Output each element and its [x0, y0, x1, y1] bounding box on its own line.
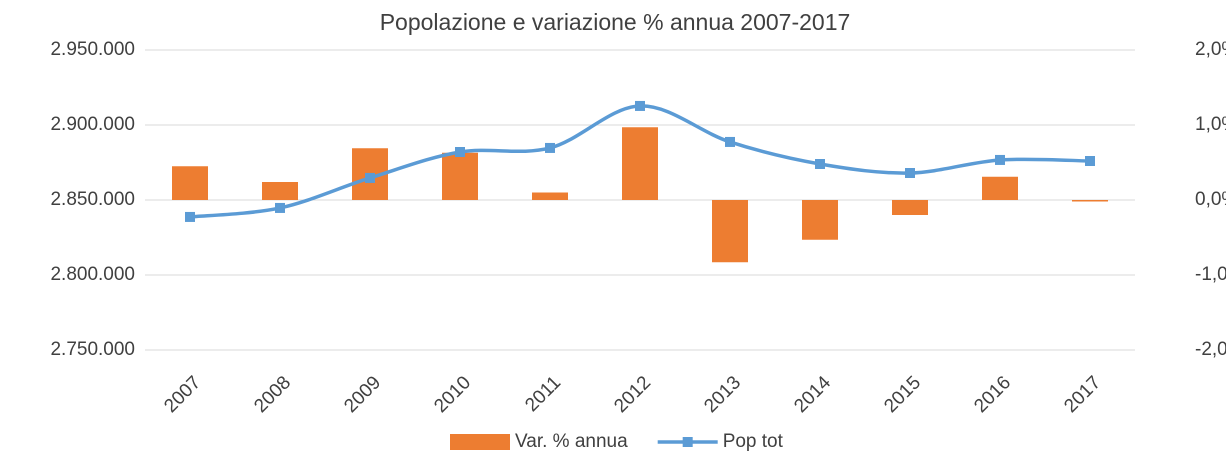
marker [635, 100, 645, 111]
bar [1072, 200, 1108, 202]
bar [892, 200, 928, 215]
chart-title: Popolazione e variazione % annua 2007-20… [380, 9, 851, 35]
y2-tick-label: -2,0% [1195, 339, 1226, 360]
x-tick-label: 2012 [610, 372, 655, 417]
y-tick-label: 2.900.000 [50, 114, 135, 135]
x-tick-label: 2010 [430, 372, 475, 417]
x-tick-label: 2017 [1060, 372, 1105, 417]
y2-tick-label: 0,0% [1195, 189, 1226, 210]
y2-tick-label: 1,0% [1195, 114, 1226, 135]
bar [982, 176, 1018, 200]
bar [532, 192, 568, 200]
legend-label: Pop tot [723, 431, 784, 452]
x-tick-label: 2009 [340, 372, 385, 417]
x-tick-label: 2008 [250, 372, 295, 417]
legend-swatch [682, 437, 693, 447]
marker [275, 202, 285, 213]
marker [815, 159, 825, 169]
x-tick-label: 2015 [880, 372, 925, 417]
marker [545, 142, 555, 153]
y2-tick-label: -1,0% [1195, 264, 1226, 285]
legend-label: Var. % annua [515, 431, 628, 452]
x-tick-label: 2016 [970, 372, 1015, 417]
bar [262, 182, 298, 200]
marker [905, 168, 915, 178]
bar [622, 127, 658, 200]
x-tick-label: 2011 [521, 372, 565, 416]
y2-tick-label: 2,0% [1195, 39, 1226, 60]
y-tick-label: 2.750.000 [50, 339, 135, 360]
x-tick-label: 2014 [790, 372, 835, 417]
marker [725, 136, 735, 147]
marker [455, 147, 465, 157]
marker [995, 154, 1005, 165]
x-tick-label: 2007 [160, 372, 205, 417]
x-tick-label: 2013 [700, 372, 745, 417]
y-tick-label: 2.950.000 [50, 39, 135, 60]
legend-swatch [450, 434, 510, 450]
bar [802, 200, 838, 240]
marker [1085, 156, 1095, 166]
marker [365, 172, 375, 183]
marker [185, 211, 195, 222]
bar [712, 200, 748, 263]
y-tick-label: 2.800.000 [50, 264, 135, 285]
bar [442, 152, 478, 200]
bar [172, 166, 208, 200]
y-tick-label: 2.850.000 [50, 189, 135, 210]
